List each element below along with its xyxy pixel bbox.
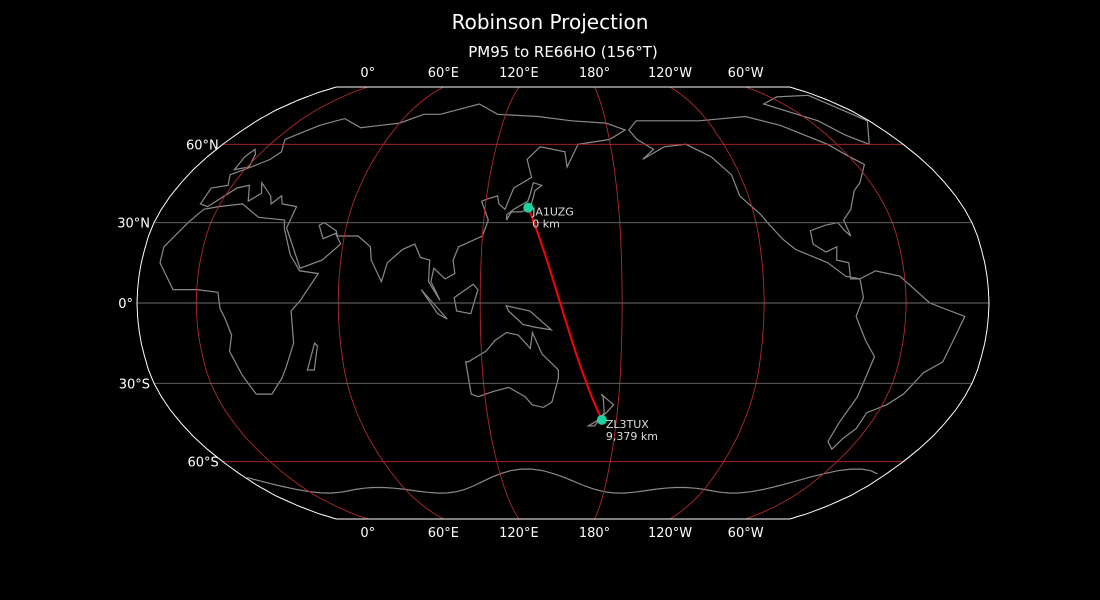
lon-tick-label-top: 120°W — [648, 66, 692, 81]
lat-tick-label: 30°N — [117, 217, 150, 232]
lon-tick-label-bottom: 180° — [579, 526, 610, 541]
coastline — [306, 342, 319, 371]
map-outline — [136, 86, 990, 520]
lat-tick-label: 30°S — [119, 377, 150, 392]
coastline — [586, 393, 615, 427]
lon-tick-label-top: 120°E — [499, 66, 539, 81]
map-title: Robinson Projection — [451, 10, 649, 34]
lon-tick-label-bottom: 120°W — [648, 526, 692, 541]
station-distance: 0 km — [532, 218, 560, 231]
lon-tick-label-bottom: 0° — [360, 526, 375, 541]
lon-tick-label-bottom: 60°E — [428, 526, 459, 541]
map-subtitle: PM95 to RE66HO (156°T) — [468, 43, 658, 61]
graticule — [137, 86, 989, 520]
coastline — [762, 94, 870, 146]
lat-tick-label: 0° — [118, 297, 133, 312]
tick-labels: 0° 0° 60°E 60°E 120°E 120°E 180° 180° 120°W 120°W… — [117, 66, 763, 541]
coastline-antarctica — [246, 468, 878, 494]
lat-tick-label: 60°N — [186, 138, 219, 153]
coastline — [199, 103, 627, 301]
station-distance: 9,379 km — [606, 430, 658, 443]
coastline — [420, 289, 448, 320]
coastline — [827, 270, 966, 451]
coastline — [453, 283, 479, 315]
coastline — [505, 304, 554, 331]
lon-tick-label-top: 60°W — [728, 66, 764, 81]
coastlines — [159, 94, 966, 494]
lon-tick-label-bottom: 60°W — [728, 526, 764, 541]
station-callsign: ZL3TUX — [606, 418, 649, 431]
coastline — [464, 330, 559, 409]
great-circle-path — [527, 207, 603, 421]
lon-tick-label-bottom: 120°E — [499, 526, 539, 541]
lat-tick-label: 60°S — [187, 456, 218, 471]
coastline — [505, 181, 543, 221]
lon-tick-label-top: 180° — [579, 66, 610, 81]
station-marker — [596, 414, 607, 425]
lon-tick-label-top: 60°E — [428, 66, 459, 81]
station-callsign: JA1UZG — [531, 206, 574, 219]
coastline — [159, 203, 320, 395]
coastline — [628, 115, 866, 280]
station-marker — [523, 202, 534, 213]
lon-tick-label-top: 0° — [360, 66, 375, 81]
